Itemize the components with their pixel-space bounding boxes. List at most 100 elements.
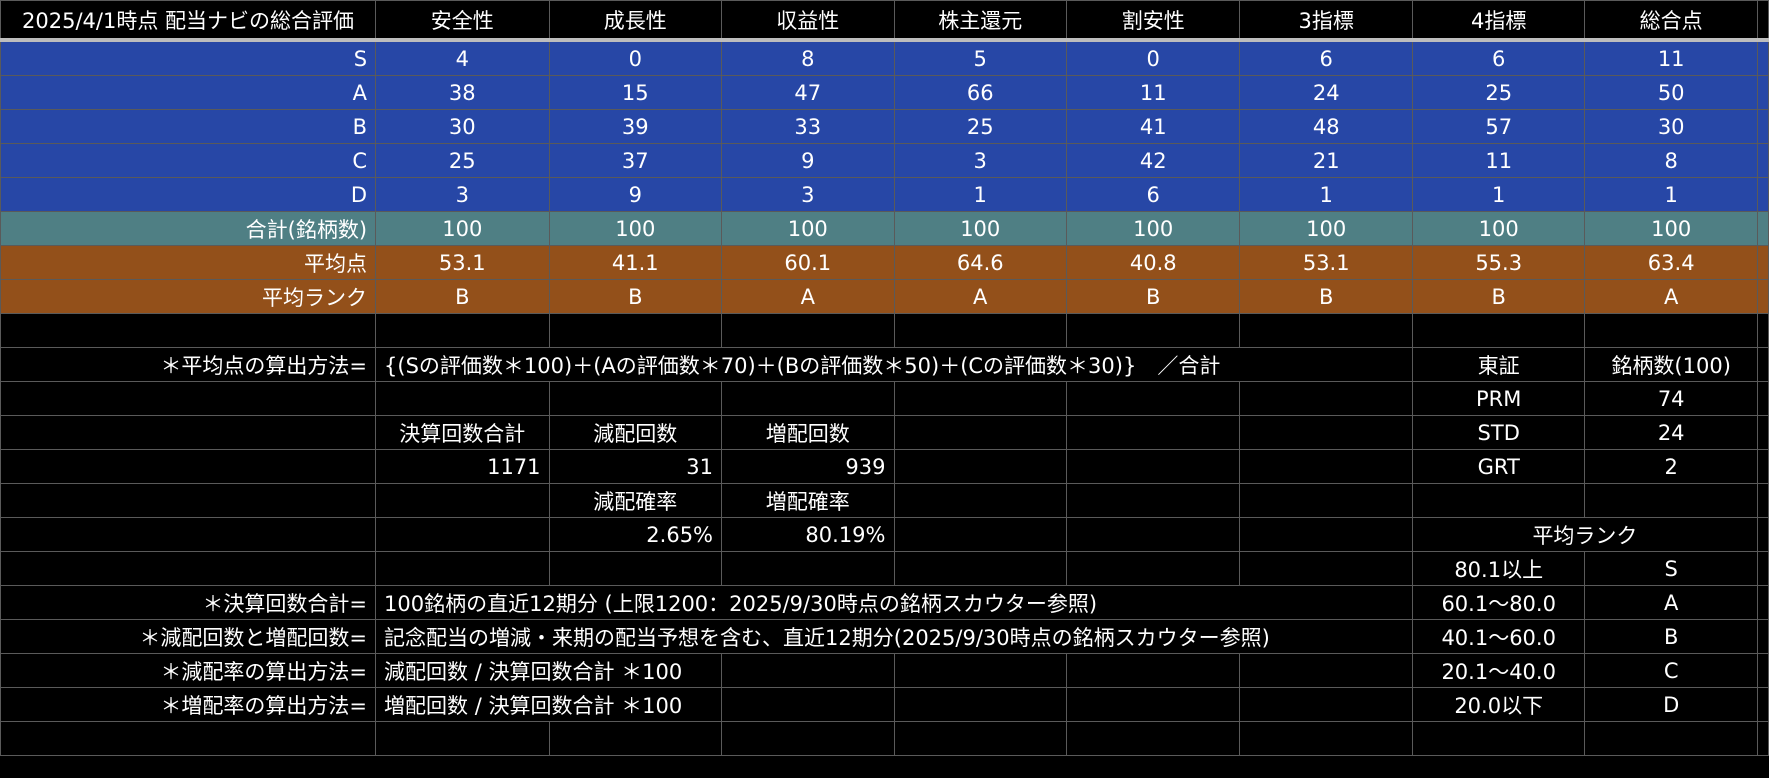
empty-cell[interactable] xyxy=(1756,39,1769,76)
row-label[interactable]: S xyxy=(0,39,377,76)
value-cell[interactable]: 11 xyxy=(1584,39,1758,76)
value-cell[interactable]: 47 xyxy=(721,75,895,110)
note-label[interactable]: ＊減配率の算出方法= xyxy=(0,653,377,688)
empty-cell[interactable] xyxy=(1065,449,1241,484)
legend-range[interactable]: 40.1〜60.0 xyxy=(1411,619,1586,654)
value-cell[interactable]: 50 xyxy=(1584,75,1758,110)
empty-cell[interactable] xyxy=(1756,347,1769,382)
value-cell[interactable]: 5 xyxy=(893,39,1067,76)
empty-cell[interactable] xyxy=(1239,653,1413,688)
empty-cell[interactable] xyxy=(0,381,377,416)
empty-cell[interactable] xyxy=(1065,551,1241,586)
empty-cell[interactable] xyxy=(375,517,550,552)
empty-cell[interactable] xyxy=(548,313,723,348)
header-col-shareholder-return[interactable]: 株主還元 xyxy=(893,0,1067,42)
empty-cell[interactable] xyxy=(1065,687,1241,722)
value-cell[interactable]: 64.6 xyxy=(893,245,1067,280)
empty-cell[interactable] xyxy=(1239,415,1413,450)
row-label[interactable]: A xyxy=(0,75,377,110)
empty-cell[interactable] xyxy=(721,687,895,722)
legend-range[interactable]: 20.0以下 xyxy=(1411,687,1586,722)
empty-cell[interactable] xyxy=(893,415,1067,450)
value-cell[interactable]: A xyxy=(893,279,1067,314)
empty-cell[interactable] xyxy=(1756,415,1769,450)
empty-cell[interactable] xyxy=(1411,313,1586,348)
value-cell[interactable]: 1 xyxy=(1411,177,1586,212)
note-label[interactable]: ＊決算回数合計= xyxy=(0,585,377,620)
row-label[interactable]: 合計(銘柄数) xyxy=(0,211,377,246)
empty-cell[interactable] xyxy=(721,721,895,756)
value-cell[interactable]: 1 xyxy=(893,177,1067,212)
empty-cell[interactable] xyxy=(0,313,377,348)
legend-rank[interactable]: D xyxy=(1584,687,1758,722)
market-name[interactable]: PRM xyxy=(1411,381,1586,416)
empty-cell[interactable] xyxy=(1756,619,1769,654)
empty-cell[interactable] xyxy=(1756,483,1769,518)
empty-cell[interactable] xyxy=(1239,721,1413,756)
empty-cell[interactable] xyxy=(893,449,1067,484)
row-label[interactable]: 平均ランク xyxy=(0,279,377,314)
empty-cell[interactable] xyxy=(1584,483,1758,518)
value-cell[interactable]: 25 xyxy=(893,109,1067,144)
value-cell[interactable]: A xyxy=(1584,279,1758,314)
empty-cell[interactable] xyxy=(0,483,377,518)
empty-cell[interactable] xyxy=(893,381,1067,416)
value-cell[interactable]: 41.1 xyxy=(548,245,723,280)
value-cell[interactable]: 6 xyxy=(1239,39,1413,76)
value-cell[interactable]: 25 xyxy=(375,143,550,178)
empty-cell[interactable] xyxy=(1065,517,1241,552)
value-cell[interactable]: B xyxy=(1411,279,1586,314)
increase-rate-value[interactable]: 80.19% xyxy=(721,517,895,552)
rank-legend-title[interactable]: 平均ランク xyxy=(1411,517,1758,552)
legend-rank[interactable]: S xyxy=(1584,551,1758,586)
empty-cell[interactable] xyxy=(1065,721,1241,756)
value-cell[interactable]: 42 xyxy=(1065,143,1241,178)
value-cell[interactable]: 41 xyxy=(1065,109,1241,144)
value-cell[interactable]: 25 xyxy=(1411,75,1586,110)
empty-cell[interactable] xyxy=(721,551,895,586)
value-cell[interactable]: 3 xyxy=(893,143,1067,178)
dividend-increase-value[interactable]: 939 xyxy=(721,449,895,484)
value-cell[interactable]: 1 xyxy=(1584,177,1758,212)
header-col-3-indicators[interactable]: 3指標 xyxy=(1239,0,1413,42)
dividend-increase-header[interactable]: 増配回数 xyxy=(721,415,895,450)
value-cell[interactable]: 100 xyxy=(1065,211,1241,246)
value-cell[interactable]: 100 xyxy=(1411,211,1586,246)
empty-cell[interactable] xyxy=(1065,415,1241,450)
market-count[interactable]: 2 xyxy=(1584,449,1758,484)
value-cell[interactable]: 8 xyxy=(721,39,895,76)
value-cell[interactable]: B xyxy=(1065,279,1241,314)
value-cell[interactable]: A xyxy=(721,279,895,314)
value-cell[interactable]: 100 xyxy=(375,211,550,246)
empty-cell[interactable] xyxy=(0,551,377,586)
legend-rank[interactable]: B xyxy=(1584,619,1758,654)
note-text[interactable]: 減配回数 / 決算回数合計 ＊100 xyxy=(375,653,723,688)
legend-rank[interactable]: C xyxy=(1584,653,1758,688)
empty-cell[interactable] xyxy=(1065,653,1241,688)
empty-cell[interactable] xyxy=(548,381,723,416)
value-cell[interactable]: 48 xyxy=(1239,109,1413,144)
empty-cell[interactable] xyxy=(375,313,550,348)
value-cell[interactable]: 55.3 xyxy=(1411,245,1586,280)
value-cell[interactable]: 60.1 xyxy=(721,245,895,280)
note-label[interactable]: ＊増配率の算出方法= xyxy=(0,687,377,722)
empty-cell[interactable] xyxy=(375,551,550,586)
empty-cell[interactable] xyxy=(1065,313,1241,348)
market-name[interactable]: STD xyxy=(1411,415,1586,450)
empty-cell[interactable] xyxy=(548,721,723,756)
value-cell[interactable]: 100 xyxy=(721,211,895,246)
empty-cell[interactable] xyxy=(1239,381,1413,416)
header-corner-cell[interactable]: 2025/4/1時点 配当ナビの総合評価 xyxy=(0,0,377,42)
empty-cell[interactable] xyxy=(1411,483,1586,518)
empty-cell[interactable] xyxy=(1756,279,1769,314)
empty-cell[interactable] xyxy=(1756,143,1769,178)
empty-cell[interactable] xyxy=(893,313,1067,348)
legend-range[interactable]: 60.1〜80.0 xyxy=(1411,585,1586,620)
empty-cell[interactable] xyxy=(893,687,1067,722)
empty-cell[interactable] xyxy=(1239,449,1413,484)
empty-cell[interactable] xyxy=(1756,551,1769,586)
empty-cell[interactable] xyxy=(1756,109,1769,144)
row-label[interactable]: C xyxy=(0,143,377,178)
empty-cell[interactable] xyxy=(0,415,377,450)
cut-rate-value[interactable]: 2.65% xyxy=(548,517,723,552)
